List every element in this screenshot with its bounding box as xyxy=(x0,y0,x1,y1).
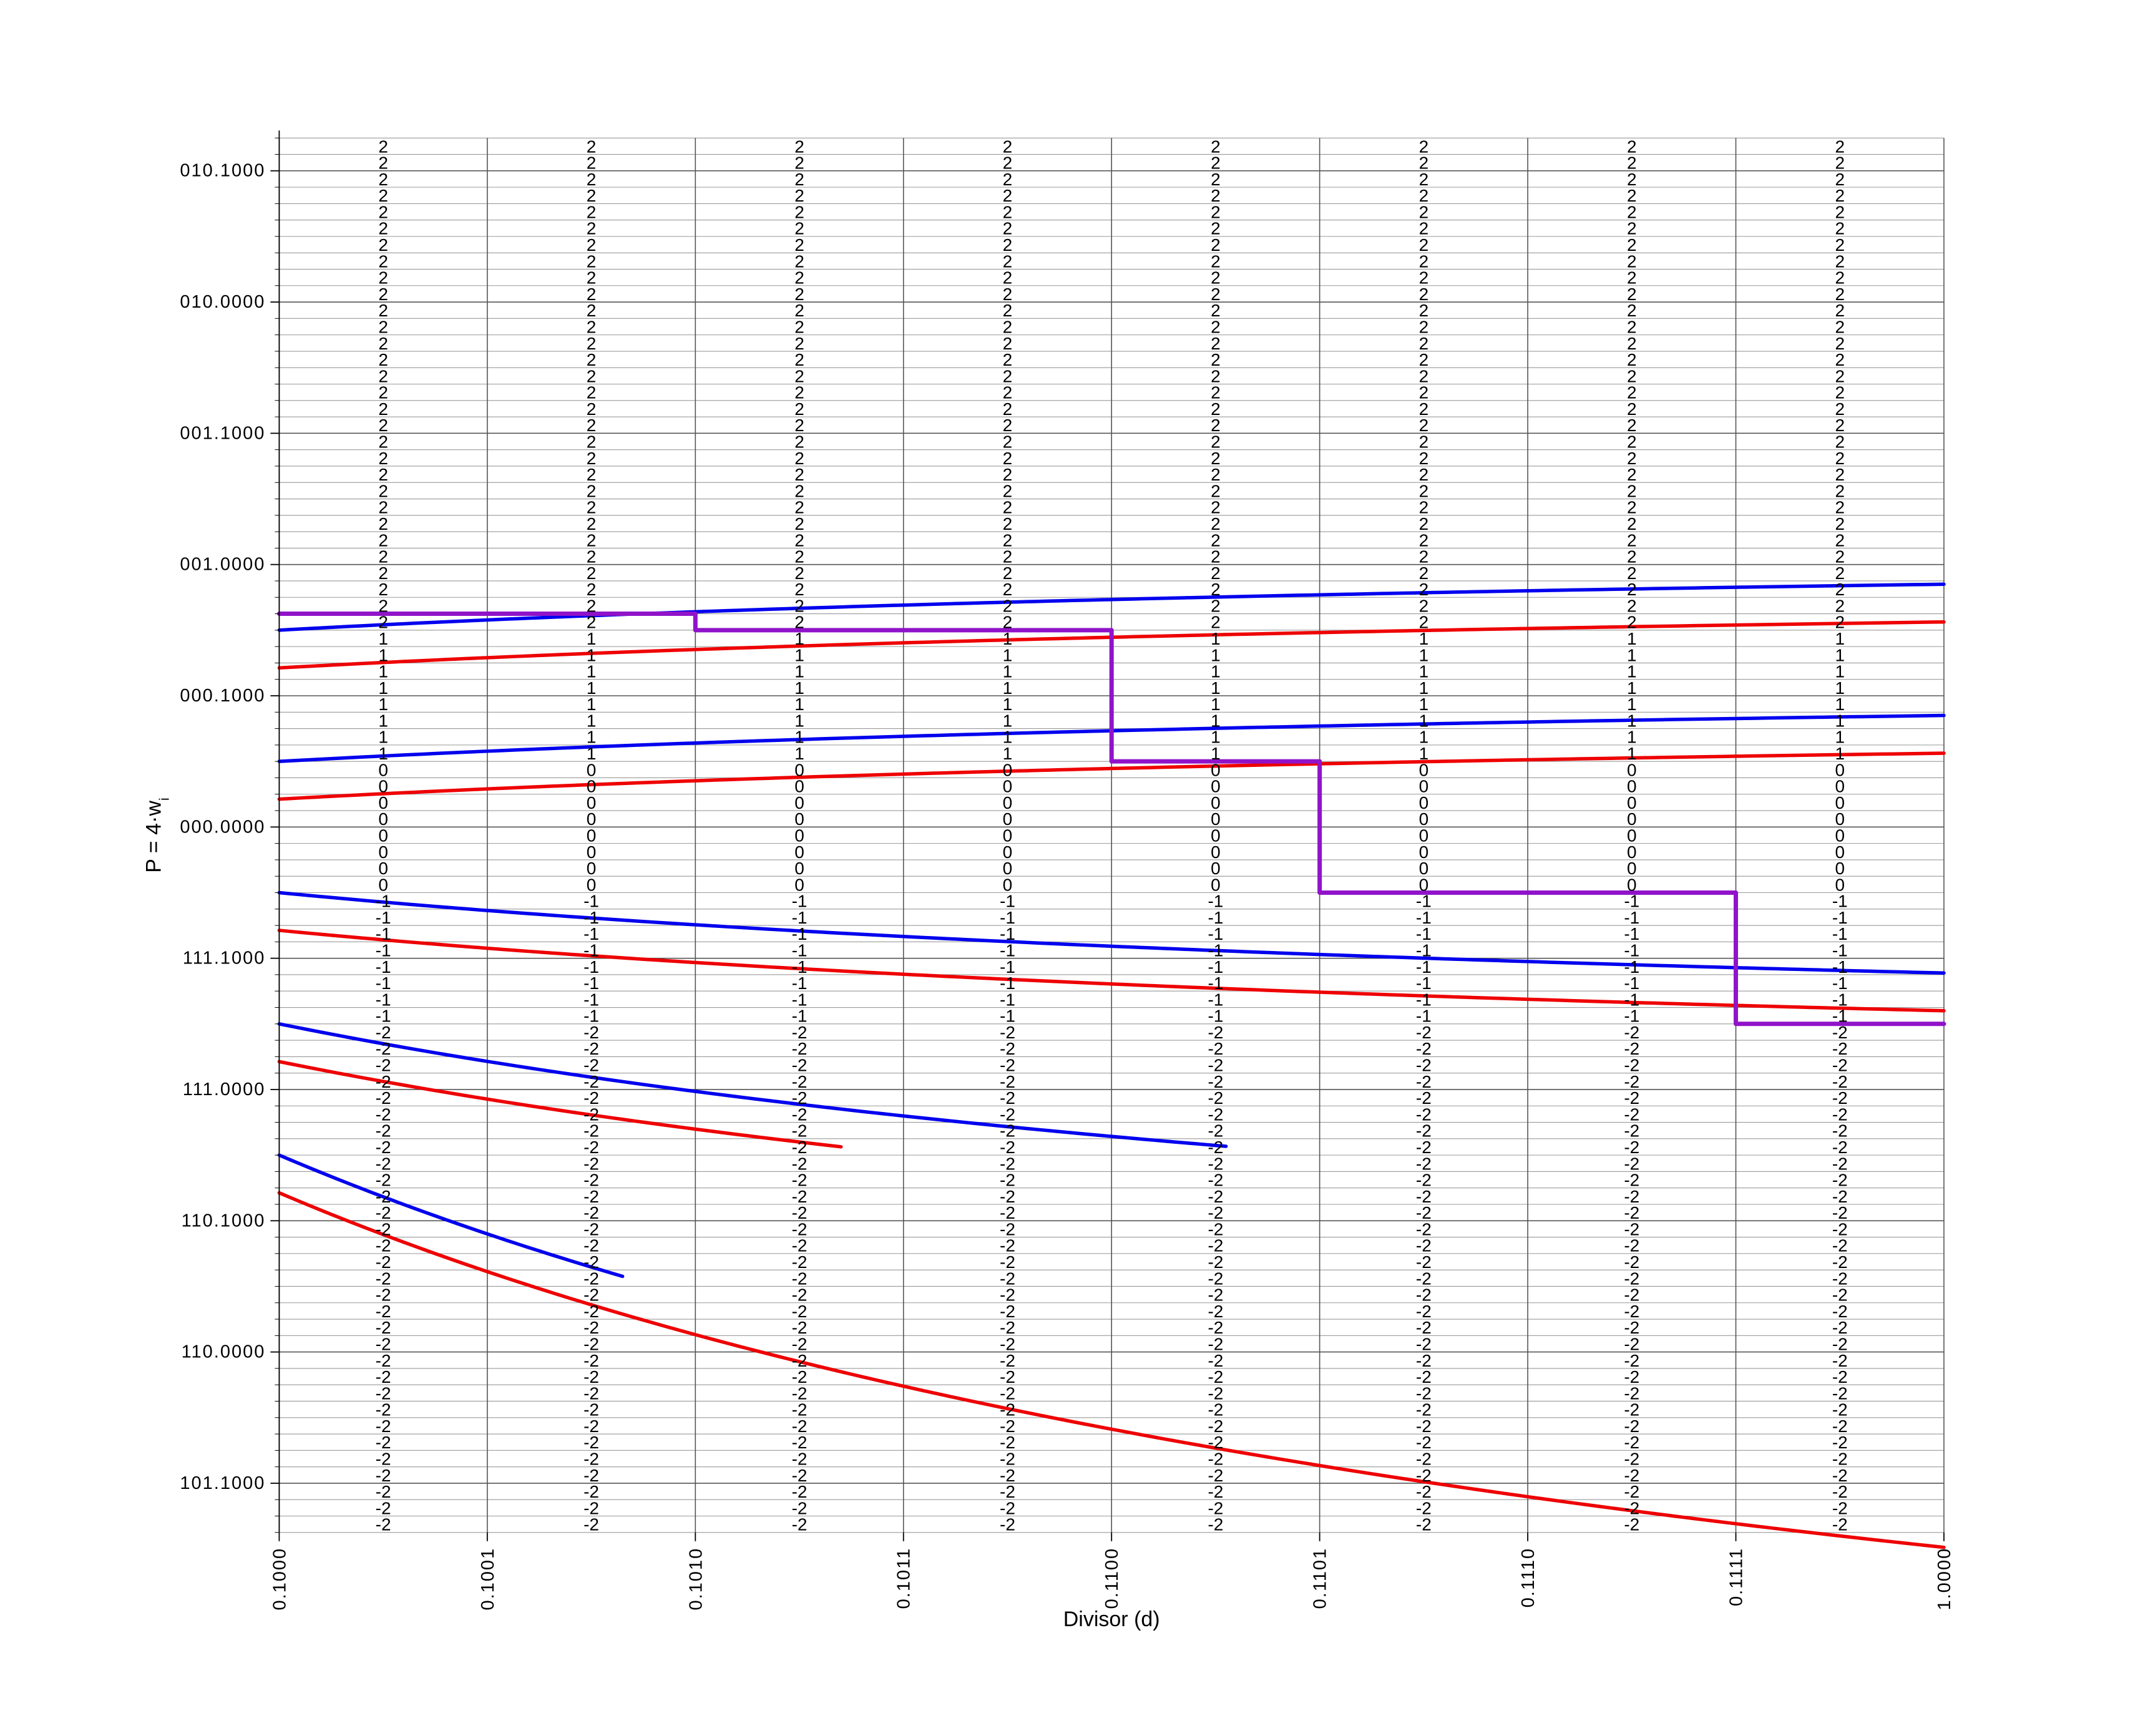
svg-text:101.1000: 101.1000 xyxy=(180,1473,265,1493)
svg-text:0.1110: 0.1110 xyxy=(1518,1548,1538,1607)
svg-text:001.0000: 001.0000 xyxy=(180,555,265,575)
svg-text:0.1111: 0.1111 xyxy=(1727,1548,1747,1606)
svg-text:000.0000: 000.0000 xyxy=(180,817,265,837)
svg-text:0.1000: 0.1000 xyxy=(270,1548,290,1611)
svg-text:111.0000: 111.0000 xyxy=(183,1080,266,1100)
svg-text:010.1000: 010.1000 xyxy=(180,161,265,181)
svg-text:-2: -2 xyxy=(376,1515,391,1534)
svg-text:Divisor (d): Divisor (d) xyxy=(1063,1607,1160,1631)
svg-text:0.1100: 0.1100 xyxy=(1102,1548,1122,1609)
svg-text:0.1010: 0.1010 xyxy=(686,1548,706,1611)
svg-text:1.0000: 1.0000 xyxy=(1935,1548,1955,1611)
svg-text:-2: -2 xyxy=(1000,1515,1015,1534)
svg-text:110.0000: 110.0000 xyxy=(182,1342,266,1362)
svg-text:110.1000: 110.1000 xyxy=(182,1211,266,1231)
svg-text:-2: -2 xyxy=(1416,1515,1432,1534)
svg-text:0.1011: 0.1011 xyxy=(894,1548,914,1609)
svg-text:-2: -2 xyxy=(1624,1515,1639,1534)
svg-text:-2: -2 xyxy=(792,1515,808,1534)
svg-text:010.0000: 010.0000 xyxy=(180,292,265,312)
svg-text:-2: -2 xyxy=(1208,1515,1223,1534)
svg-text:-2: -2 xyxy=(1832,1515,1848,1534)
svg-text:-2: -2 xyxy=(583,1515,599,1534)
svg-text:0.1101: 0.1101 xyxy=(1311,1548,1330,1609)
svg-text:000.1000: 000.1000 xyxy=(180,686,265,706)
svg-text:111.1000: 111.1000 xyxy=(183,948,266,968)
svg-text:0.1001: 0.1001 xyxy=(478,1548,498,1611)
svg-text:001.1000: 001.1000 xyxy=(180,423,265,443)
